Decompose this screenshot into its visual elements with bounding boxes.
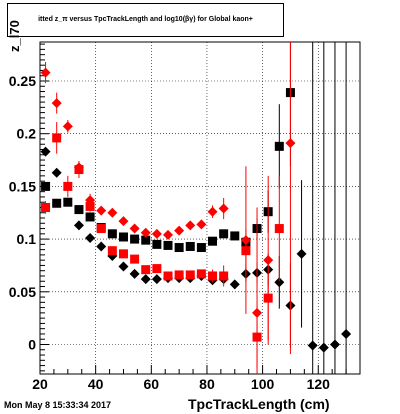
data-point-square — [85, 201, 95, 211]
y-tick-label: 0.2 — [17, 126, 37, 142]
grid-lines — [39, 42, 360, 374]
x-tick-label: 20 — [32, 376, 48, 392]
data-point-square — [274, 141, 284, 151]
x-axis-label: TpcTrackLength (cm) — [188, 396, 330, 412]
data-point-square — [230, 231, 240, 241]
data-point-diamond — [140, 227, 151, 238]
data-point-diamond — [96, 241, 107, 252]
data-point-diamond — [174, 225, 185, 236]
data-point-diamond — [163, 229, 173, 240]
data-point-square — [196, 269, 206, 279]
data-point-square — [263, 293, 273, 303]
y-tick-label: 0.05 — [9, 284, 36, 300]
data-point-square — [63, 197, 73, 207]
y-tick-label: 0.25 — [9, 73, 36, 89]
timestamp: Mon May 8 15:33:34 2017 — [4, 400, 112, 410]
data-point-square — [219, 229, 229, 239]
y-axis-label: z_l70 — [7, 20, 22, 52]
data-point-square — [185, 270, 195, 280]
data-point-square — [163, 240, 173, 250]
data-point-square — [274, 224, 284, 234]
data-point-diamond — [329, 339, 340, 350]
data-point-square — [241, 246, 251, 256]
data-point-diamond — [107, 207, 118, 218]
data-point-diamond — [129, 223, 140, 234]
data-point-square — [219, 271, 229, 281]
data-point-square — [185, 241, 195, 251]
data-marks — [40, 42, 352, 374]
data-point-diamond — [40, 146, 51, 157]
data-point-diamond — [51, 98, 62, 109]
data-point-diamond — [341, 328, 352, 339]
data-point-diamond — [218, 203, 229, 214]
data-point-square — [174, 270, 184, 280]
data-point-diamond — [274, 277, 285, 288]
data-point-diamond — [140, 274, 151, 285]
data-point-square — [208, 271, 218, 281]
data-point-square — [174, 243, 184, 253]
data-point-diamond — [96, 205, 107, 216]
data-point-square — [152, 239, 162, 249]
data-point-square — [141, 235, 151, 245]
x-tick-label: 100 — [251, 376, 275, 392]
data-point-square — [118, 232, 128, 242]
data-point-square — [163, 271, 173, 281]
data-point-diamond — [118, 216, 129, 227]
data-point-square — [152, 264, 162, 274]
y-tick-label: 0.15 — [9, 178, 36, 194]
data-point-diamond — [207, 206, 218, 217]
data-point-diamond — [151, 274, 162, 285]
x-tick-label: 120 — [307, 376, 331, 392]
y-tick-label: 0.1 — [17, 231, 37, 247]
data-point-diamond — [40, 67, 51, 78]
data-point-square — [74, 205, 84, 215]
data-point-square — [41, 181, 51, 191]
data-point-square — [63, 181, 73, 191]
x-tick-label: 80 — [199, 376, 215, 392]
chart-title: itted z_π versus TpcTrackLength and log1… — [7, 3, 284, 37]
data-point-diamond — [285, 138, 296, 149]
data-point-square — [107, 229, 117, 239]
data-point-square — [118, 249, 128, 259]
data-point-diamond — [129, 268, 140, 279]
data-point-diamond — [185, 220, 196, 231]
data-point-diamond — [62, 121, 73, 132]
data-point-square — [130, 254, 140, 264]
data-point-square — [85, 212, 95, 222]
data-point-diamond — [229, 279, 240, 290]
x-tick-label: 60 — [144, 376, 160, 392]
data-point-square — [107, 246, 117, 256]
data-point-square — [52, 133, 62, 143]
data-point-square — [141, 265, 151, 275]
x-tick-label: 40 — [88, 376, 104, 392]
data-point-square — [196, 243, 206, 253]
data-point-square — [252, 332, 262, 342]
axes: 20 40 60 80 100 120 0 0.05 0.1 0.15 0.2 0.25 — [9, 43, 361, 392]
data-point-diamond — [118, 261, 129, 272]
data-point-square — [96, 224, 106, 234]
data-point-square — [41, 202, 51, 212]
data-point-diamond — [85, 233, 96, 244]
data-point-square — [130, 234, 140, 244]
data-point-diamond — [51, 167, 62, 178]
data-point-square — [74, 165, 84, 175]
data-point-diamond — [151, 228, 162, 239]
data-point-diamond — [73, 220, 84, 231]
data-point-diamond — [296, 248, 307, 259]
y-tick-label: 0 — [28, 336, 36, 352]
data-point-diamond — [318, 342, 329, 353]
data-point-diamond — [196, 219, 207, 230]
data-point-diamond — [307, 340, 318, 351]
data-point-square — [52, 198, 62, 208]
data-point-square — [208, 236, 218, 246]
